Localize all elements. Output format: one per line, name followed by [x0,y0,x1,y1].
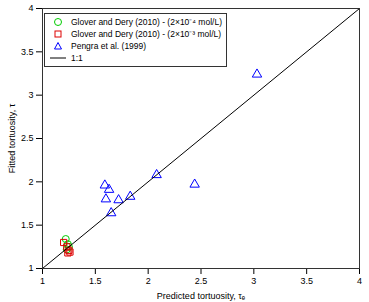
svg-text:2: 2 [146,276,151,286]
html-text:Glover and Dery (2010) - (2×10: Glover and Dery (2010) - (2×10⁻⁴ mol/L) [71,17,222,27]
svg-text:2.5: 2.5 [21,133,34,143]
svg-text:3: 3 [28,90,33,100]
html-text:Pengra et al. (1999): Pengra et al. (1999) [71,41,147,51]
svg-text:4: 4 [357,276,362,286]
svg-text:Fitted tortuosity, τ: Fitted tortuosity, τ [7,103,17,173]
svg-text:4: 4 [28,3,33,13]
svg-text:3: 3 [251,276,256,286]
svg-text:1.5: 1.5 [89,276,102,286]
html-text:Glover and Dery (2010) - (2×10: Glover and Dery (2010) - (2×10⁻³ mol/L) [71,29,222,39]
svg-text:3.5: 3.5 [300,276,313,286]
svg-text:1: 1 [28,263,33,273]
svg-text:2: 2 [28,177,33,187]
html-text:1:1: 1:1 [71,53,83,63]
svg-text:2.5: 2.5 [195,276,208,286]
svg-text:3.5: 3.5 [21,47,34,57]
svg-text:1.5: 1.5 [21,220,34,230]
svg-text:1: 1 [40,276,45,286]
svg-text:Predicted tortuosity, τₑ: Predicted tortuosity, τₑ [157,291,246,301]
